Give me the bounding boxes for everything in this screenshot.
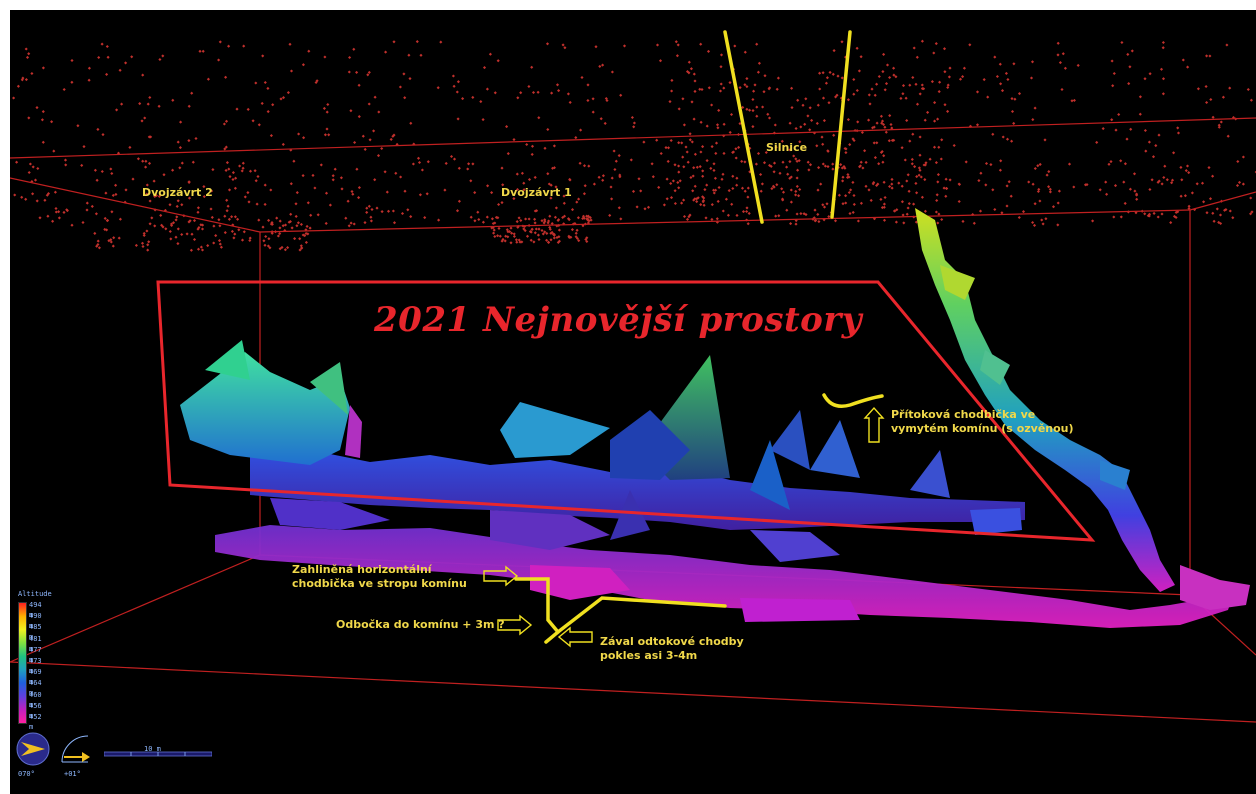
cave-3d-viewport[interactable]: 2021 Nejnovější prostory Dvojzávrt 2 Dvo… bbox=[10, 10, 1256, 794]
legend-tick: 481 m bbox=[29, 634, 42, 653]
arrow-right-icon bbox=[483, 565, 519, 587]
label-zaval: Zával odtokové chodby pokles asi 3-4m bbox=[600, 635, 744, 662]
arrow-up-icon bbox=[863, 406, 885, 443]
page-title: 2021 Nejnovější prostory bbox=[374, 300, 863, 340]
inclination-icon[interactable] bbox=[58, 732, 92, 766]
legend-tick: 460 m bbox=[29, 690, 42, 709]
legend-color-bar bbox=[18, 602, 27, 724]
legend-tick: 473 m bbox=[29, 657, 42, 675]
annotation-arrows bbox=[483, 406, 885, 648]
label-silnice: Silnice bbox=[766, 141, 808, 154]
legend-tick: 477 m bbox=[29, 645, 42, 664]
legend-tick: 494 m bbox=[29, 601, 42, 619]
surface-point-cloud bbox=[12, 39, 1256, 252]
label-pritokova-chodbicka: Přítoková chodbička ve vymytém komínu (s… bbox=[891, 408, 1074, 435]
annotation-lines bbox=[514, 30, 884, 644]
cave-lower-passages bbox=[215, 525, 1250, 628]
arrow-right-icon bbox=[497, 614, 533, 636]
label-zahlinena-chodbicka: Zahliněná horizontální chodbička ve stro… bbox=[292, 563, 467, 590]
arrow-left-icon bbox=[557, 626, 593, 648]
scale-label: 10 m bbox=[144, 745, 161, 753]
cave-upper-left-chamber bbox=[180, 340, 362, 465]
cave-scene bbox=[10, 30, 1256, 723]
label-dvojzavrt-1: Dvojzávrt 1 bbox=[501, 186, 572, 199]
compass-heading: 070° bbox=[18, 770, 35, 778]
label-dvojzavrt-2: Dvojzávrt 2 bbox=[142, 186, 213, 199]
cave-central-spikes bbox=[500, 355, 950, 540]
legend-tick: 452 m bbox=[29, 713, 42, 731]
newest-spaces-frame bbox=[156, 280, 1096, 542]
legend-tick: 490 m bbox=[29, 612, 42, 631]
cave-right-shaft bbox=[915, 208, 1175, 592]
cave-main-passages bbox=[250, 450, 1025, 562]
scale-bar bbox=[104, 751, 212, 757]
legend-title: Altitude bbox=[18, 590, 52, 598]
legend-tick: 456 m bbox=[29, 701, 42, 720]
legend-tick: 469 m bbox=[29, 668, 42, 687]
label-odbocka: Odbočka do komínu + 3m ? bbox=[336, 618, 505, 631]
inclination-value: +01° bbox=[64, 770, 81, 778]
compass-icon[interactable] bbox=[16, 732, 50, 766]
legend-tick: 485 m bbox=[29, 623, 42, 642]
legend-tick: 464 m bbox=[29, 679, 42, 698]
